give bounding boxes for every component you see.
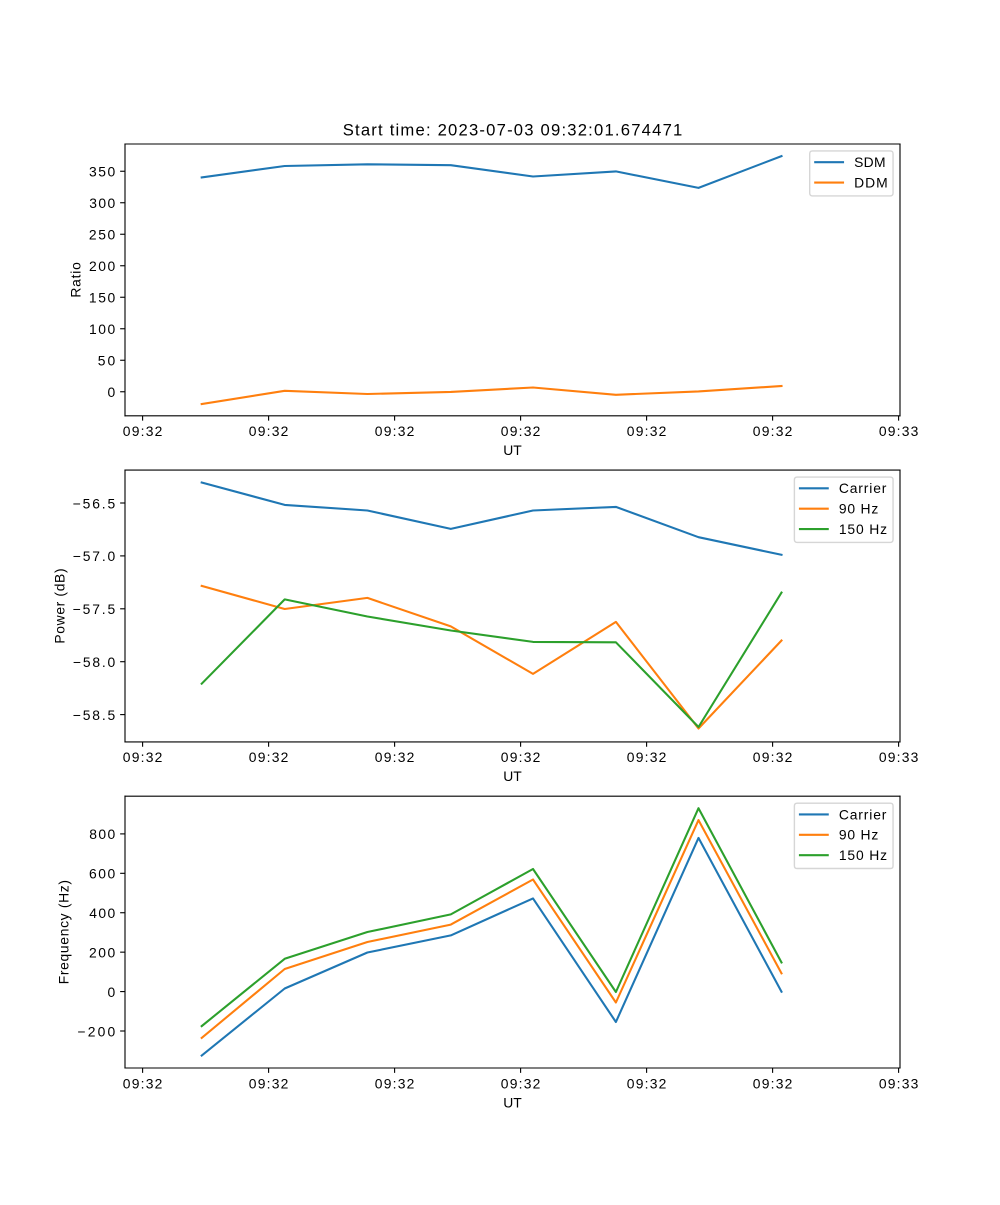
svg-text:09:32: 09:32 bbox=[501, 423, 541, 439]
svg-text:150: 150 bbox=[89, 290, 116, 306]
svg-text:09:32: 09:32 bbox=[753, 423, 793, 439]
svg-text:09:32: 09:32 bbox=[249, 749, 289, 765]
svg-text:Start time: 2023-07-03 09:32:0: Start time: 2023-07-03 09:32:01.674471 bbox=[343, 121, 683, 140]
svg-text:Carrier: Carrier bbox=[839, 806, 887, 822]
svg-text:09:32: 09:32 bbox=[375, 749, 415, 765]
svg-text:250: 250 bbox=[89, 227, 116, 243]
svg-text:800: 800 bbox=[89, 826, 115, 842]
svg-text:09:33: 09:33 bbox=[879, 749, 919, 765]
svg-text:200: 200 bbox=[89, 944, 116, 960]
svg-text:09:32: 09:32 bbox=[375, 1075, 415, 1091]
svg-text:09:32: 09:32 bbox=[753, 749, 793, 765]
svg-text:−58.0: −58.0 bbox=[73, 654, 116, 670]
svg-text:Frequency (Hz): Frequency (Hz) bbox=[56, 880, 72, 984]
svg-text:0: 0 bbox=[108, 384, 116, 400]
svg-text:−57.5: −57.5 bbox=[73, 601, 116, 617]
svg-text:09:33: 09:33 bbox=[879, 423, 919, 439]
svg-text:09:32: 09:32 bbox=[627, 749, 667, 765]
svg-text:90 Hz: 90 Hz bbox=[839, 501, 878, 517]
svg-text:100: 100 bbox=[89, 321, 116, 337]
svg-text:09:32: 09:32 bbox=[123, 1075, 163, 1091]
svg-text:400: 400 bbox=[89, 905, 115, 921]
svg-text:09:32: 09:32 bbox=[249, 1075, 289, 1091]
svg-text:09:32: 09:32 bbox=[753, 1075, 793, 1091]
svg-text:Power (dB): Power (dB) bbox=[51, 568, 67, 643]
svg-text:09:32: 09:32 bbox=[627, 423, 667, 439]
svg-text:DDM: DDM bbox=[854, 174, 888, 190]
svg-text:50: 50 bbox=[98, 353, 116, 369]
svg-text:350: 350 bbox=[89, 164, 116, 180]
svg-text:200: 200 bbox=[89, 258, 116, 274]
svg-text:09:32: 09:32 bbox=[627, 1075, 667, 1091]
svg-text:90 Hz: 90 Hz bbox=[839, 827, 878, 843]
svg-text:09:32: 09:32 bbox=[501, 1075, 541, 1091]
svg-text:600: 600 bbox=[89, 866, 116, 882]
svg-text:Carrier: Carrier bbox=[839, 480, 887, 496]
svg-text:150 Hz: 150 Hz bbox=[839, 521, 887, 537]
svg-text:UT: UT bbox=[503, 1094, 522, 1110]
svg-text:−58.5: −58.5 bbox=[73, 707, 116, 723]
svg-text:0: 0 bbox=[108, 984, 116, 1000]
svg-text:UT: UT bbox=[503, 442, 522, 458]
svg-text:−57.0: −57.0 bbox=[73, 548, 116, 564]
svg-text:09:32: 09:32 bbox=[123, 749, 163, 765]
svg-text:−56.5: −56.5 bbox=[73, 495, 116, 511]
svg-text:09:33: 09:33 bbox=[879, 1075, 919, 1091]
svg-text:09:32: 09:32 bbox=[249, 423, 289, 439]
svg-text:09:32: 09:32 bbox=[501, 749, 541, 765]
svg-text:UT: UT bbox=[503, 768, 522, 784]
svg-text:Ratio: Ratio bbox=[67, 262, 83, 298]
svg-text:150 Hz: 150 Hz bbox=[839, 847, 887, 863]
svg-text:300: 300 bbox=[89, 195, 115, 211]
svg-text:09:32: 09:32 bbox=[375, 423, 415, 439]
svg-text:SDM: SDM bbox=[854, 154, 885, 170]
svg-text:09:32: 09:32 bbox=[123, 423, 163, 439]
